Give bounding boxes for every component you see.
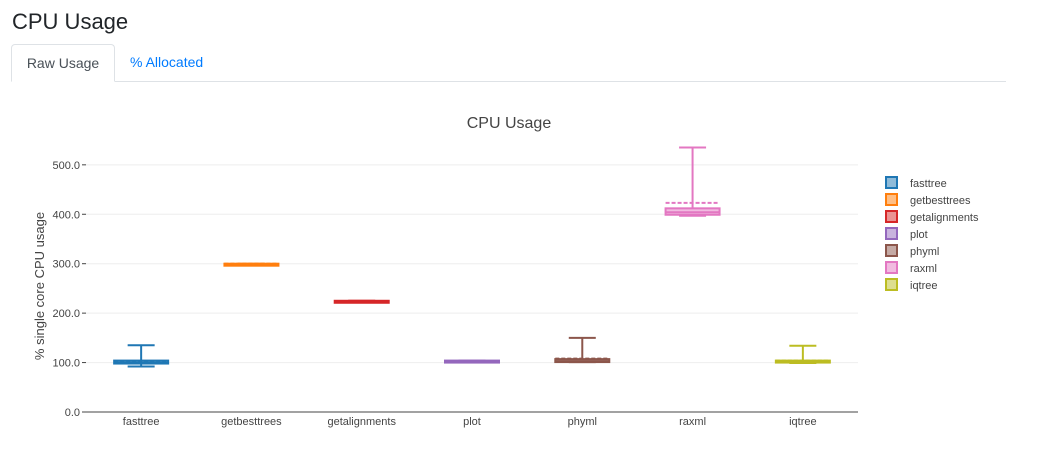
cpu-usage-chart: CPU Usage 0.0 100.0 200.0 300.0 400.0 500.0 %… bbox=[32, 115, 979, 428]
box-iqtree[interactable] bbox=[774, 344, 831, 365]
legend-item-iqtree[interactable]: iqtree bbox=[885, 278, 938, 292]
tab-bar: Raw Usage % Allocated bbox=[11, 44, 1006, 82]
box-phyml[interactable] bbox=[554, 336, 611, 364]
legend: fasttree getbesttrees getalignments plot phy… bbox=[885, 176, 979, 292]
box-plots bbox=[113, 146, 831, 368]
y-tick-label: 500.0 bbox=[52, 160, 80, 172]
y-tick-label: 0.0 bbox=[65, 407, 80, 419]
x-tick-label: fasttree bbox=[123, 416, 160, 428]
x-tick-label: getalignments bbox=[327, 416, 396, 428]
legend-swatch bbox=[885, 244, 898, 257]
legend-label: fasttree bbox=[910, 178, 947, 190]
tab-raw-usage[interactable]: Raw Usage bbox=[11, 44, 115, 82]
legend-label: iqtree bbox=[910, 280, 938, 292]
legend-item-phyml[interactable]: phyml bbox=[885, 244, 939, 258]
legend-label: getalignments bbox=[910, 212, 979, 224]
legend-item-getalignments[interactable]: getalignments bbox=[885, 210, 979, 224]
legend-swatch bbox=[885, 261, 898, 274]
legend-swatch bbox=[885, 193, 898, 206]
x-tick-label: iqtree bbox=[789, 416, 817, 428]
box-getbesttrees[interactable] bbox=[223, 262, 280, 267]
x-tick-label: raxml bbox=[679, 416, 706, 428]
tab-percent-allocated[interactable]: % Allocated bbox=[130, 54, 204, 70]
y-axis-label: % single core CPU usage bbox=[32, 212, 47, 360]
legend-label: phyml bbox=[910, 246, 939, 258]
x-tick-label: phyml bbox=[568, 416, 597, 428]
y-tick-label: 100.0 bbox=[52, 358, 80, 370]
chart-gridlines bbox=[86, 164, 858, 364]
legend-item-raxml[interactable]: raxml bbox=[885, 261, 937, 275]
x-tick-label: getbesttrees bbox=[221, 416, 282, 428]
legend-item-fasttree[interactable]: fasttree bbox=[885, 176, 947, 190]
legend-swatch bbox=[885, 176, 898, 189]
box-getalignments[interactable] bbox=[333, 299, 390, 304]
y-tick-label: 200.0 bbox=[52, 308, 80, 320]
legend-swatch bbox=[885, 278, 898, 291]
legend-label: plot bbox=[910, 229, 928, 241]
box-plot[interactable] bbox=[444, 359, 500, 364]
legend-item-plot[interactable]: plot bbox=[885, 227, 928, 241]
legend-label: getbesttrees bbox=[910, 195, 971, 207]
y-tick-label: 400.0 bbox=[52, 209, 80, 221]
legend-item-getbesttrees[interactable]: getbesttrees bbox=[885, 193, 971, 207]
y-tick-label: 300.0 bbox=[52, 259, 80, 271]
chart-title: CPU Usage bbox=[467, 115, 552, 132]
box-fasttree[interactable] bbox=[113, 344, 170, 368]
legend-swatch bbox=[885, 227, 898, 240]
box-raxml[interactable] bbox=[664, 146, 721, 217]
page-title: CPU Usage bbox=[12, 9, 129, 34]
legend-label: raxml bbox=[910, 263, 937, 275]
x-axis-ticks: fasttree getbesttrees getalignments plot phy… bbox=[123, 416, 817, 428]
y-axis: 0.0 100.0 200.0 300.0 400.0 500.0 bbox=[52, 160, 86, 419]
x-tick-label: plot bbox=[463, 416, 481, 428]
legend-swatch bbox=[885, 210, 898, 223]
